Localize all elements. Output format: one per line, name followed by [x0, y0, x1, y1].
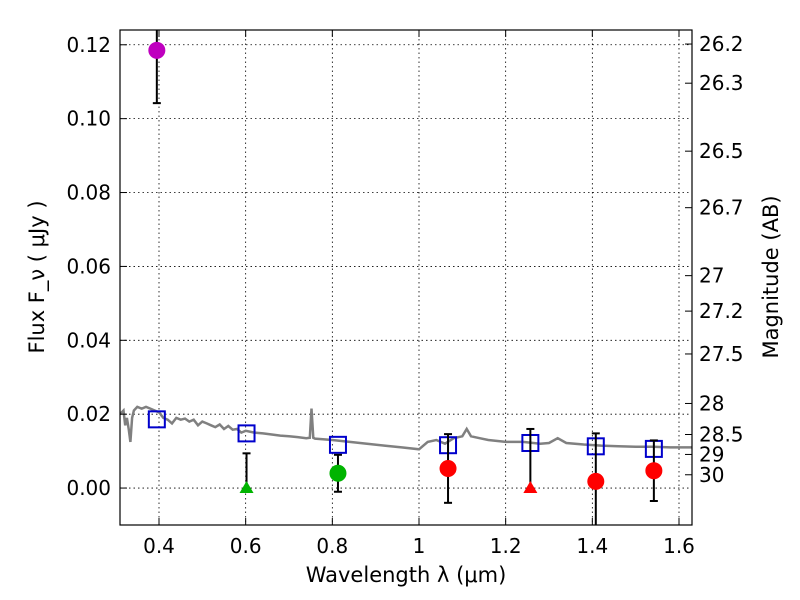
y2-axis-title: Magnitude (AB) — [759, 195, 783, 358]
observed-flux-marker — [329, 464, 347, 482]
x-tick-label: 0.4 — [143, 534, 175, 558]
model-photometry-marker — [328, 435, 347, 454]
y-tick-label: 0.06 — [66, 254, 111, 278]
x-tick-label: 0.6 — [230, 534, 262, 558]
mag-tick-label: 27.5 — [699, 342, 744, 366]
x-tick-label: 1.2 — [490, 534, 522, 558]
y-tick-label: 0.02 — [66, 402, 111, 426]
axes: 0.4 0.6 0.8 1 1.2 1.4 1.6 0.00 0.02 0.04 0.06 0.08 0… — [66, 30, 744, 558]
x-axis-title: Wavelength λ (μm) — [306, 563, 507, 587]
mag-tick-label: 26.5 — [699, 139, 744, 163]
mag-tick-label: 30 — [699, 463, 724, 487]
x-tick-label: 1 — [413, 534, 426, 558]
x-tick-label: 1.6 — [663, 534, 695, 558]
sed-model-line — [120, 405, 692, 451]
y-axis-title: Flux F_ν ( μJy ) — [25, 200, 50, 353]
model-photometry-marker — [237, 424, 256, 443]
y-tick-label: 0.10 — [66, 107, 111, 131]
y-tick-label: 0.00 — [66, 476, 111, 500]
y-tick-label: 0.12 — [66, 33, 111, 57]
observed-flux-marker — [148, 41, 166, 59]
y-tick-label: 0.04 — [66, 328, 111, 352]
upper-limit-marker — [523, 481, 538, 494]
model-photometry-marker — [147, 410, 166, 429]
mag-tick-label: 27.2 — [699, 299, 744, 323]
mag-tick-label: 26.2 — [699, 32, 744, 56]
mag-tick-label: 29 — [699, 442, 724, 466]
upper-limit-marker — [239, 481, 254, 494]
mag-tick-label: 27 — [699, 264, 724, 288]
mag-tick-label: 28.5 — [699, 422, 744, 446]
grid — [120, 30, 692, 525]
observed-flux-marker — [439, 459, 457, 477]
observed-flux-marker — [645, 462, 663, 480]
plot-area — [120, 30, 692, 525]
y-tick-label: 0.08 — [66, 181, 111, 205]
mag-tick-label: 26.3 — [699, 71, 744, 95]
mag-tick-label: 28 — [699, 391, 724, 415]
plot-frame — [119, 29, 693, 526]
x-tick-label: 1.4 — [576, 534, 608, 558]
mag-tick-label: 26.7 — [699, 196, 744, 220]
observed-flux-marker — [587, 472, 605, 490]
x-tick-label: 0.8 — [316, 534, 348, 558]
